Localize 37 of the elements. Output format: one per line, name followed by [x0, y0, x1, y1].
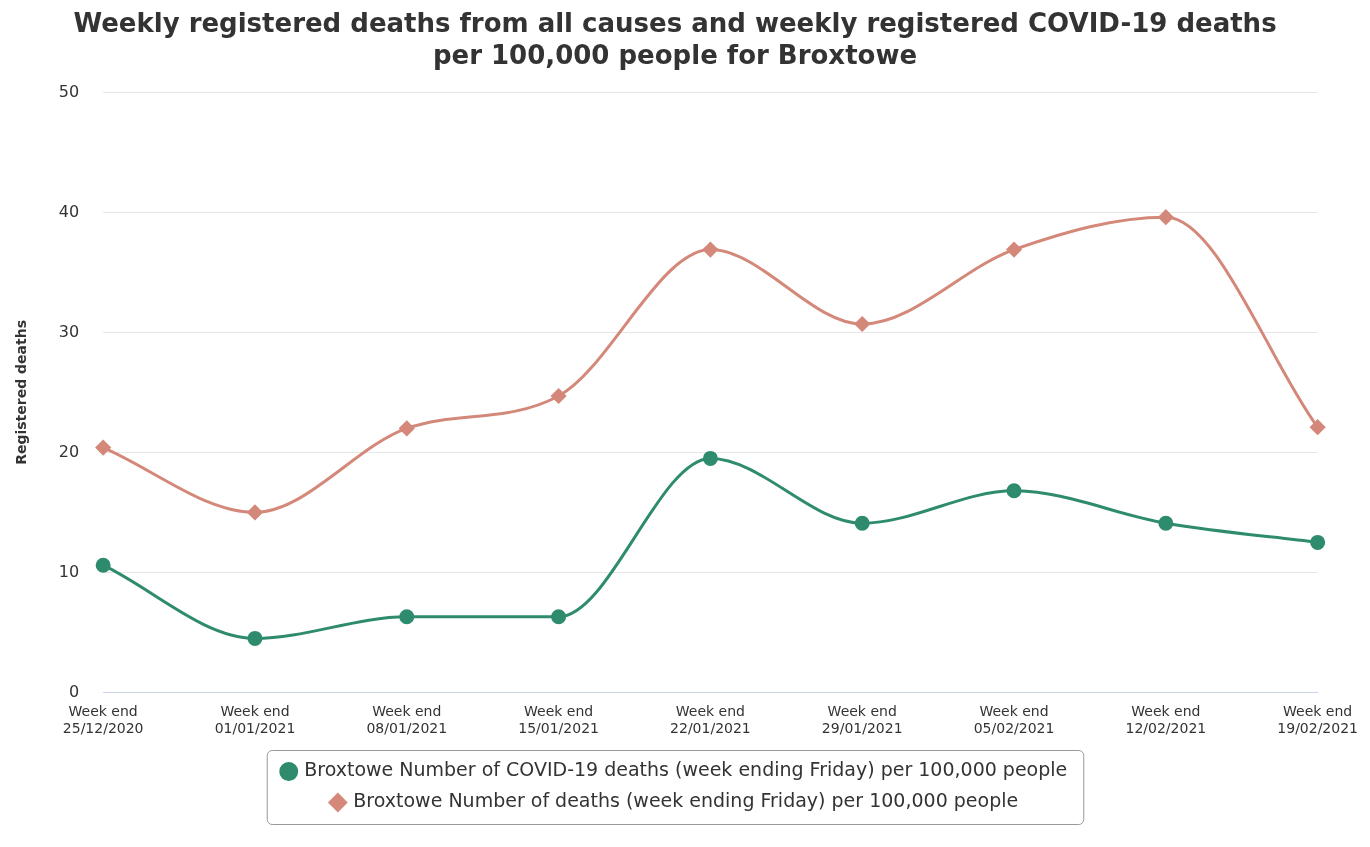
y-tick-label: 10	[58, 561, 80, 581]
x-tick-label: Week end 08/01/2021	[366, 703, 448, 737]
x-tick-label: Week end 12/02/2021	[1125, 703, 1207, 737]
point	[1310, 419, 1326, 435]
point	[1158, 209, 1174, 225]
y-tick-label: 0	[68, 681, 80, 701]
point	[399, 609, 415, 625]
point	[247, 630, 263, 646]
point	[551, 388, 567, 404]
point	[95, 557, 111, 573]
point	[1158, 515, 1174, 531]
point	[1310, 534, 1326, 550]
x-tick-label: Week end 01/01/2021	[214, 703, 296, 737]
legend-label: Broxtowe Number of deaths (week ending Friday) per 100,000 people	[353, 789, 1019, 812]
point	[854, 316, 870, 332]
chart-title: Weekly registered deaths from all causes and weekly registered COVID-19 deaths per 100,000 people for Broxtowe	[73, 8, 1277, 70]
point	[854, 515, 870, 531]
point	[551, 609, 567, 625]
x-tick-label: Week end 29/01/2021	[821, 703, 903, 737]
y-tick-label: 40	[58, 201, 80, 221]
y-tick-label: 50	[58, 81, 80, 101]
x-tick-label: Week end 19/02/2021	[1277, 703, 1359, 737]
point	[247, 504, 263, 520]
point	[702, 450, 718, 466]
x-tick-label: Week end 15/01/2021	[518, 703, 599, 737]
point	[1006, 483, 1022, 499]
legend-label: Broxtowe Number of COVID-19 deaths (week ending Friday) per 100,000 people	[304, 758, 1068, 781]
point	[399, 420, 415, 436]
x-tick-label: Week end 05/02/2021	[973, 703, 1055, 737]
point	[702, 242, 718, 258]
point	[1006, 242, 1022, 258]
y-tick-label: 30	[58, 321, 80, 341]
x-tick-label: Week end 25/12/2020	[62, 703, 144, 737]
point	[95, 440, 111, 456]
x-tick-label: Week end 22/01/2021	[670, 703, 751, 737]
y-tick-label: 20	[58, 441, 80, 461]
y-axis-title: Registered deaths	[13, 319, 30, 465]
